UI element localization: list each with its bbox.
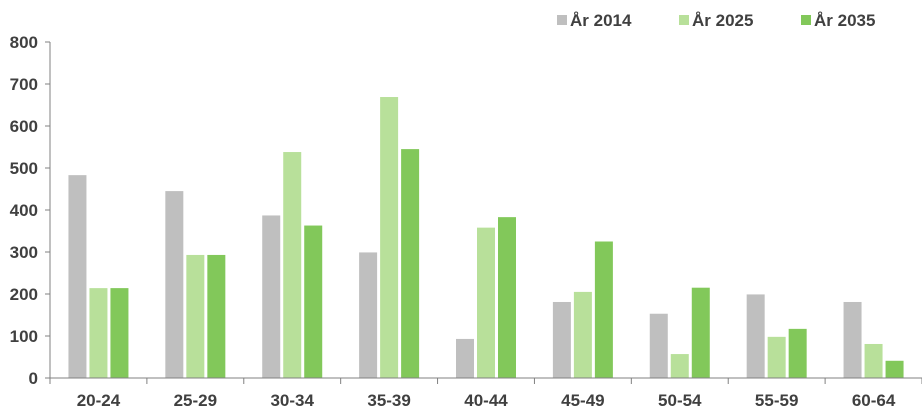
legend-label: År 2014 [570, 11, 632, 30]
x-tick-label: 45-49 [561, 391, 604, 410]
bar [843, 301, 862, 378]
y-tick-label: 400 [10, 201, 38, 220]
bar [186, 254, 205, 378]
bar [885, 360, 904, 378]
bar [477, 227, 495, 378]
y-tick-label: 500 [10, 159, 38, 178]
x-tick-label: 30-34 [270, 391, 314, 410]
bar [401, 149, 420, 378]
bar [380, 97, 399, 379]
x-tick-label: 40-44 [464, 391, 508, 410]
x-tick-label: 55-59 [755, 391, 798, 410]
y-axis-ticks: 0 100 200 300 400 500 600 700 800 [10, 33, 50, 388]
y-tick-label: 100 [10, 327, 38, 346]
bar [552, 301, 571, 378]
bar [283, 152, 302, 378]
bar [359, 252, 378, 378]
legend-label: År 2035 [814, 11, 875, 30]
y-tick-label: 700 [10, 75, 38, 94]
bar [498, 217, 516, 378]
bar [573, 291, 592, 378]
x-tick-label: 25-29 [174, 391, 217, 410]
legend-swatch [557, 15, 567, 25]
bar [788, 328, 807, 378]
bar [691, 287, 710, 378]
bar [207, 254, 226, 378]
x-tick-label: 35-39 [367, 391, 410, 410]
bar [304, 225, 323, 378]
y-tick-label: 600 [10, 117, 38, 136]
bars [68, 97, 904, 379]
bar [68, 175, 87, 378]
x-tick-label: 60-64 [852, 391, 896, 410]
bar [649, 313, 668, 378]
y-tick-label: 0 [29, 369, 38, 388]
bar [262, 215, 281, 378]
y-tick-label: 800 [10, 33, 38, 52]
legend-swatch [679, 15, 689, 25]
x-tick-label: 20-24 [77, 391, 121, 410]
legend-swatch [801, 15, 811, 25]
x-tick-label: 50-54 [658, 391, 702, 410]
bar [456, 338, 474, 378]
legend: År 2014 År 2025 År 2035 [557, 11, 875, 30]
bar [89, 288, 108, 378]
bar [594, 241, 613, 378]
x-axis-ticks: 20-24 25-29 30-34 35-39 40-44 45-49 50-54 55-59… [49, 378, 922, 410]
y-tick-label: 300 [10, 243, 38, 262]
legend-label: År 2025 [692, 11, 753, 30]
bar [110, 288, 129, 378]
bar [165, 191, 184, 378]
bar [746, 294, 765, 378]
bar [864, 343, 883, 378]
bar [767, 336, 786, 378]
y-tick-label: 200 [10, 285, 38, 304]
bar [670, 354, 689, 378]
